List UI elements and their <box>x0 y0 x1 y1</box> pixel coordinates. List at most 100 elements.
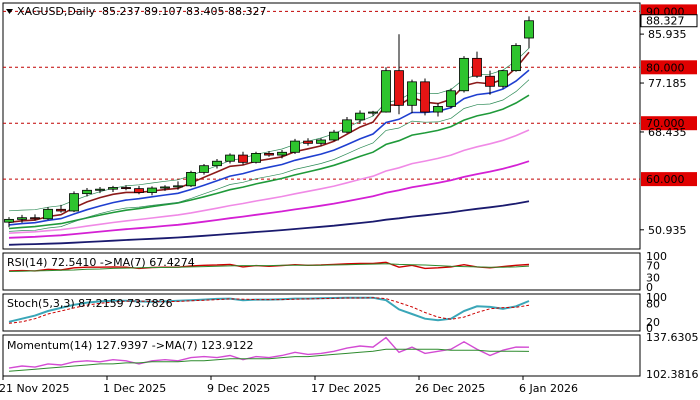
candle-body-up <box>17 217 27 220</box>
candle-body-up <box>316 139 326 144</box>
ohlc-readout: 85.237 89.107 83.405 88.327 <box>102 5 266 18</box>
candle <box>56 204 66 213</box>
price-levels <box>3 10 640 180</box>
indicator-series-line <box>8 297 530 324</box>
candle <box>433 103 443 117</box>
candle-body-down <box>472 57 482 77</box>
candle-body-up <box>433 106 443 113</box>
indicator-tick-label: 80 <box>646 297 660 310</box>
candle-body-up <box>160 186 170 189</box>
time-label: 17 Dec 2025 <box>311 382 381 395</box>
candle <box>303 138 313 146</box>
price-tick-label: 68.435 <box>648 126 687 139</box>
ma-40-line <box>8 129 530 234</box>
indicator-tick-label: 70 <box>646 259 660 272</box>
ma-160-line <box>8 200 530 246</box>
candle-body-up <box>277 151 287 156</box>
candle-body-up <box>342 119 352 133</box>
candle-body-up <box>82 189 92 195</box>
indicator-tick-label: 0 <box>646 322 653 335</box>
candle <box>420 78 430 116</box>
candle-body-up <box>251 152 261 163</box>
momentum-lines <box>8 336 530 372</box>
candle-body-up <box>4 218 14 223</box>
candle <box>212 158 222 169</box>
candle-body-up <box>225 154 235 162</box>
candle-body-up <box>199 165 209 173</box>
candle-body-up <box>459 57 469 92</box>
candle-body-down <box>485 75 495 87</box>
candle <box>199 164 209 175</box>
candle-body-down <box>30 217 40 220</box>
candle <box>43 207 53 220</box>
rsi-lines <box>8 261 530 272</box>
candle <box>225 153 235 164</box>
stoch-label: Stoch(5,3,3) 87.2159 73.7826 <box>7 297 173 310</box>
candle <box>238 151 248 165</box>
candle <box>407 79 417 114</box>
candles <box>4 16 534 228</box>
candle <box>472 51 482 78</box>
candle <box>524 16 534 49</box>
level-tag <box>641 116 697 131</box>
candle <box>173 181 183 190</box>
candle-body-down <box>121 187 131 190</box>
candle <box>459 56 469 93</box>
candle <box>30 214 40 221</box>
time-label: 9 Dec 2025 <box>207 382 270 395</box>
candle <box>381 67 391 113</box>
indicator-tick-label: 0 <box>646 281 653 294</box>
candle-body-down <box>303 140 313 144</box>
candle-body-up <box>95 188 105 191</box>
candle-body-up <box>407 81 417 106</box>
candle <box>511 43 521 72</box>
candle <box>498 70 508 89</box>
price-pane-frame <box>2 2 641 250</box>
candle <box>147 186 157 196</box>
candle-body-down <box>238 154 248 163</box>
time-label: 21 Nov 2025 <box>0 382 69 395</box>
last-price-tag <box>640 14 698 28</box>
level-tag <box>641 172 697 187</box>
candle-body-down <box>264 152 274 156</box>
chart-header: XAGUSD,Daily 85.237 89.107 83.405 88.327 <box>6 5 266 18</box>
dropdown-triangle-icon <box>6 9 13 14</box>
candle <box>82 188 92 197</box>
candle-body-down <box>134 188 144 193</box>
envelope-lower-line <box>8 79 530 232</box>
candle-body-up <box>368 111 378 114</box>
candle <box>95 186 105 194</box>
indicator-tick-label: 102.3816 <box>646 368 699 381</box>
indicator-series-line <box>8 261 530 272</box>
candle <box>485 70 495 95</box>
indicator-tick-label: 100 <box>646 291 667 304</box>
candle-body-up <box>446 90 456 107</box>
candle-body-up <box>511 45 521 72</box>
candle-body-up <box>381 70 391 113</box>
indicator-tick-label: 100 <box>646 250 667 263</box>
level-label: 70.000 <box>646 117 685 130</box>
candle <box>277 150 287 159</box>
candle-body-up <box>212 160 222 167</box>
indicator-tick-label: 137.6305 <box>646 331 699 344</box>
candle-body-up <box>69 193 79 212</box>
candle-body-up <box>290 140 300 153</box>
momentum-label: Momentum(14) 127.9397 ->MA(7) 123.9122 <box>7 339 254 352</box>
candle-body-up <box>329 131 339 141</box>
time-label: 6 Jan 2026 <box>519 382 578 395</box>
candle <box>342 117 352 134</box>
momentum-pane: 137.6305 102.3816 Momentum(14) 127.9397 -… <box>2 331 699 381</box>
price-pane: 90.00080.00070.00060.00085.93577.18568.4… <box>2 2 698 250</box>
ma-5-line <box>8 51 530 224</box>
candle-body-up <box>173 185 183 188</box>
candle-body-up <box>355 112 365 121</box>
candle-body-up <box>524 20 534 39</box>
candle-body-down <box>420 81 430 113</box>
price-tick-label: 85.935 <box>648 28 687 41</box>
candle-body-up <box>186 172 196 187</box>
candle <box>121 185 131 191</box>
candle <box>69 191 79 213</box>
level-label: 80.000 <box>646 61 685 74</box>
